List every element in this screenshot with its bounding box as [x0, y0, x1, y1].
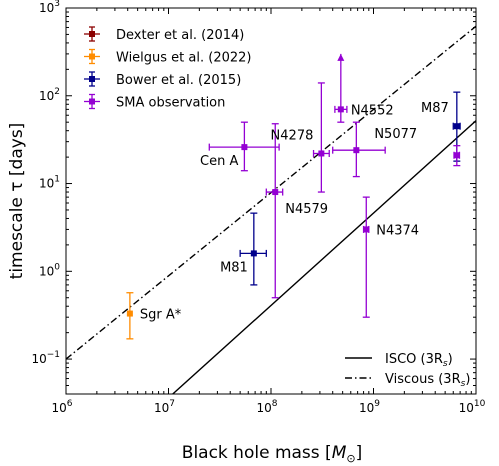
legend-marker — [89, 98, 95, 105]
legend-marker — [89, 31, 95, 37]
data-point: N4278 — [271, 82, 330, 193]
point-label: M87 — [421, 101, 449, 116]
point-label: M81 — [220, 260, 248, 275]
x-tick-label: 106 — [51, 399, 72, 415]
upper-limit-arrow — [337, 53, 345, 61]
line-legend-entry: Viscous (3Rs) — [345, 372, 470, 389]
point-label: N4552 — [351, 103, 394, 118]
legend: Dexter et al. (2014) Wielgus et al. (2022… — [84, 26, 251, 111]
x-axis-unit: M — [332, 443, 347, 463]
line-legend: ISCO (3Rs) Viscous (3Rs) — [345, 352, 470, 389]
legend-entry: Dexter et al. (2014) — [84, 26, 244, 43]
x-tick-label: 108 — [256, 399, 277, 415]
point-label: Cen A — [200, 154, 238, 169]
point-label: N4374 — [376, 223, 419, 238]
point-label: N4579 — [285, 202, 328, 217]
legend-marker — [89, 76, 95, 82]
legend-label: Bower et al. (2015) — [116, 73, 241, 88]
line-legend-entry: ISCO (3Rs) — [345, 352, 453, 369]
point-marker — [453, 123, 460, 130]
point-marker — [241, 144, 248, 151]
data-point: N4374 — [362, 196, 419, 318]
data-point: N5077 — [332, 121, 417, 178]
data-point: N4579 — [265, 123, 328, 299]
point-marker — [272, 189, 279, 196]
line-legend-label: ISCO (3Rs) — [385, 352, 453, 369]
data-point: M81 — [220, 212, 267, 286]
legend-entry: Bower et al. (2015) — [84, 71, 241, 88]
legend-marker — [89, 53, 95, 60]
isco-line — [172, 120, 476, 394]
line-legend-label: Viscous (3Rs) — [385, 372, 470, 389]
legend-label: SMA observation — [116, 96, 225, 111]
data-points-layer: Sgr A* M81 M87 Cen A N4579 N4278 N4552 N5077 N43… — [126, 53, 461, 340]
point-marker — [318, 150, 325, 157]
plot-frame — [65, 7, 477, 395]
y-axis-title: timescale τ [days] — [7, 123, 27, 280]
y-tick-label: 103 — [39, 0, 60, 15]
legend-label: Dexter et al. (2014) — [116, 28, 244, 43]
point-marker — [250, 250, 257, 257]
y-tick-label: 10−1 — [31, 350, 60, 366]
point-marker — [353, 147, 360, 154]
x-axis-label: Black hole mass — [182, 443, 320, 463]
point-marker — [126, 310, 133, 317]
data-point — [453, 145, 461, 167]
point-marker — [337, 106, 344, 113]
legend-entry: Wielgus et al. (2022) — [84, 48, 251, 66]
data-point: Sgr A* — [126, 292, 182, 340]
y-tick-label: 102 — [39, 87, 60, 103]
point-label: N4278 — [271, 128, 314, 143]
x-axis-title: Black hole mass [M⊙] — [182, 443, 362, 465]
point-label: N5077 — [374, 127, 417, 142]
point-marker — [453, 152, 460, 159]
x-tick-label: 109 — [359, 399, 380, 415]
point-label: Sgr A* — [140, 308, 182, 323]
data-point: N4552 — [334, 53, 394, 123]
y-tick-label: 100 — [39, 262, 60, 278]
legend-label: Wielgus et al. (2022) — [116, 51, 251, 66]
data-point: Cen A — [200, 121, 280, 172]
x-axis-unit-sub: ⊙ — [346, 452, 355, 465]
x-tick-label: 1010 — [459, 399, 486, 415]
data-point: M87 — [421, 91, 461, 162]
legend-entry: SMA observation — [84, 93, 225, 111]
x-tick-label: 107 — [154, 399, 175, 415]
y-tick-label: 101 — [39, 175, 60, 191]
point-marker — [363, 226, 370, 233]
